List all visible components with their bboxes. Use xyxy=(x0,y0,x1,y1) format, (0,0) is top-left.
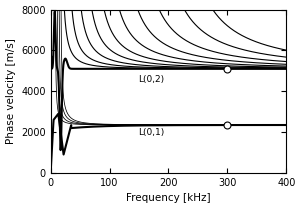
Text: L(0,1): L(0,1) xyxy=(138,128,164,137)
Text: L(0,2): L(0,2) xyxy=(138,75,164,84)
Y-axis label: Phase velocity [m/s]: Phase velocity [m/s] xyxy=(5,38,16,144)
X-axis label: Frequency [kHz]: Frequency [kHz] xyxy=(126,194,211,203)
